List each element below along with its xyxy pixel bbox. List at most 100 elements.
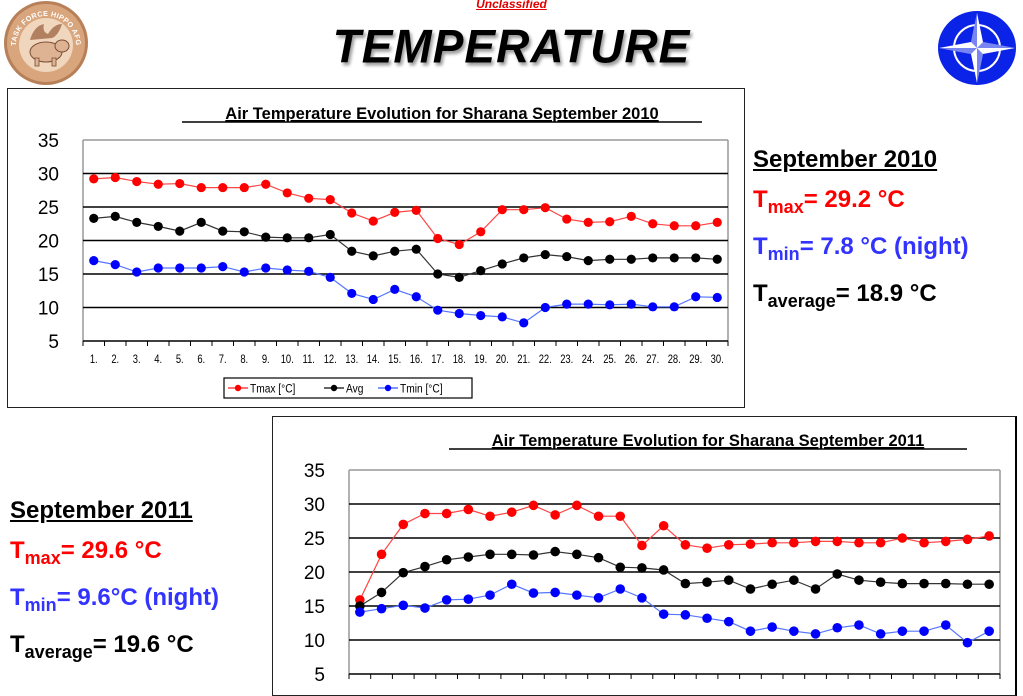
data-point-tmin (218, 262, 228, 272)
stats-2011-tavg: Taverage= 19.6 °C (10, 625, 219, 672)
data-point-tmax (702, 543, 712, 553)
tavg-symbol: T (10, 631, 25, 658)
x-tick-label: 23. (560, 353, 573, 366)
data-point-avg (658, 565, 669, 575)
data-point-tmax (398, 519, 409, 530)
data-point-avg (962, 579, 973, 590)
data-point-tmax (282, 188, 292, 198)
x-tick-label: 6. (197, 353, 205, 366)
x-tick-label: 21. (517, 353, 530, 366)
tmax-value: = 29.2 °C (803, 186, 905, 213)
tmax-subscript: max (24, 548, 61, 568)
data-point-tmin (132, 267, 142, 277)
data-point-tmax (368, 216, 378, 226)
data-point-avg (875, 577, 886, 587)
tmin-value: = 7.8 °C (night) (799, 233, 969, 260)
y-tick-label: 10 (38, 299, 59, 320)
data-point-tmin (712, 292, 722, 303)
data-point-tmin (832, 622, 843, 633)
tmin-symbol: T (753, 233, 768, 260)
data-point-tmin (368, 294, 378, 305)
data-point-tmax (540, 203, 550, 213)
data-point-tmax (658, 520, 669, 531)
stats-2010-tavg: Taverage= 18.9 °C (753, 274, 969, 321)
data-point-avg (669, 253, 679, 263)
data-point-avg (110, 211, 120, 221)
data-point-tmax (583, 217, 593, 228)
data-point-avg (89, 213, 99, 223)
data-point-tmax (420, 508, 430, 519)
data-point-tmin (854, 620, 864, 630)
data-point-tmax (463, 504, 474, 515)
chart-2011: Air Temperature Evolution for Sharana Se… (304, 432, 1001, 682)
data-point-avg (497, 259, 507, 269)
data-point-tmin (940, 620, 951, 630)
y-tick-label: 15 (38, 265, 59, 286)
x-tick-label: 18. (453, 353, 466, 366)
data-point-tmax (132, 176, 142, 187)
data-point-tmax (919, 537, 929, 548)
data-point-tmin (454, 308, 464, 319)
data-point-tmax (110, 172, 120, 183)
data-point-tmin (583, 299, 593, 309)
data-point-tmin (669, 302, 679, 312)
stats-2010-heading: September 2010 (753, 146, 938, 173)
data-point-tmax (897, 533, 908, 543)
tavg-symbol: T (753, 280, 768, 307)
data-point-avg (702, 577, 712, 587)
data-point-avg (325, 229, 335, 240)
data-point-tmin (637, 593, 647, 603)
data-point-tmin (648, 302, 658, 312)
data-point-tmin (355, 607, 365, 617)
data-point-tmax (153, 179, 163, 189)
data-point-tmax (615, 511, 626, 522)
data-point-tmin (463, 594, 474, 604)
x-tick-label: 8. (240, 353, 248, 366)
data-point-tmax (940, 536, 951, 547)
x-tick-label: 10. (281, 353, 294, 366)
data-point-tmin (175, 263, 185, 273)
data-point-avg (854, 575, 864, 585)
nato-compass-star-icon (938, 11, 1016, 85)
data-point-avg (411, 244, 421, 254)
data-point-tmax (433, 233, 443, 244)
data-point-tmin (347, 288, 357, 299)
data-point-tmin (376, 603, 387, 614)
x-tick-label: 2. (111, 353, 119, 366)
x-tick-label: 25. (603, 353, 616, 366)
data-point-avg (506, 549, 517, 560)
data-point-tmax (648, 219, 658, 229)
data-point-tmin (919, 626, 929, 636)
x-tick-label: 19. (474, 353, 487, 366)
data-point-tmax (218, 182, 228, 193)
data-point-tmax (441, 508, 452, 519)
data-point-tmin (550, 587, 560, 598)
data-point-avg (712, 254, 722, 264)
data-point-avg (723, 575, 734, 585)
chart-2011-frame (272, 416, 1017, 696)
stats-2011-tmin: Tmin= 9.6°C (night) (10, 578, 219, 625)
stats-2011-tmax: Tmax= 29.6 °C (10, 531, 219, 578)
data-point-avg (605, 254, 615, 264)
series-line-tmin (359, 583, 990, 644)
data-point-avg (420, 561, 430, 572)
data-point-tmax (723, 540, 734, 550)
y-tick-label: 15 (304, 597, 325, 618)
data-point-avg (680, 578, 691, 589)
data-point-tmax (593, 511, 604, 522)
stats-2011: September 2011 Tmax= 29.6 °C Tmin= 9.6°C… (10, 491, 219, 672)
chart-2010: Air Temperature Evolution for Sharana Se… (38, 105, 729, 399)
data-point-tmax (875, 537, 886, 548)
data-point-avg (810, 584, 821, 594)
tmin-subscript: min (767, 244, 800, 264)
data-point-avg (691, 253, 701, 263)
data-point-tmax (572, 500, 582, 511)
data-point-avg (583, 256, 593, 266)
data-point-tmin (196, 263, 206, 273)
x-tick-label: 30. (711, 353, 724, 366)
data-point-tmin (497, 312, 507, 322)
chart-2010-frame (7, 88, 745, 408)
x-tick-label: 4. (154, 353, 162, 366)
data-point-avg (304, 233, 314, 243)
x-tick-label: 14. (367, 353, 380, 366)
